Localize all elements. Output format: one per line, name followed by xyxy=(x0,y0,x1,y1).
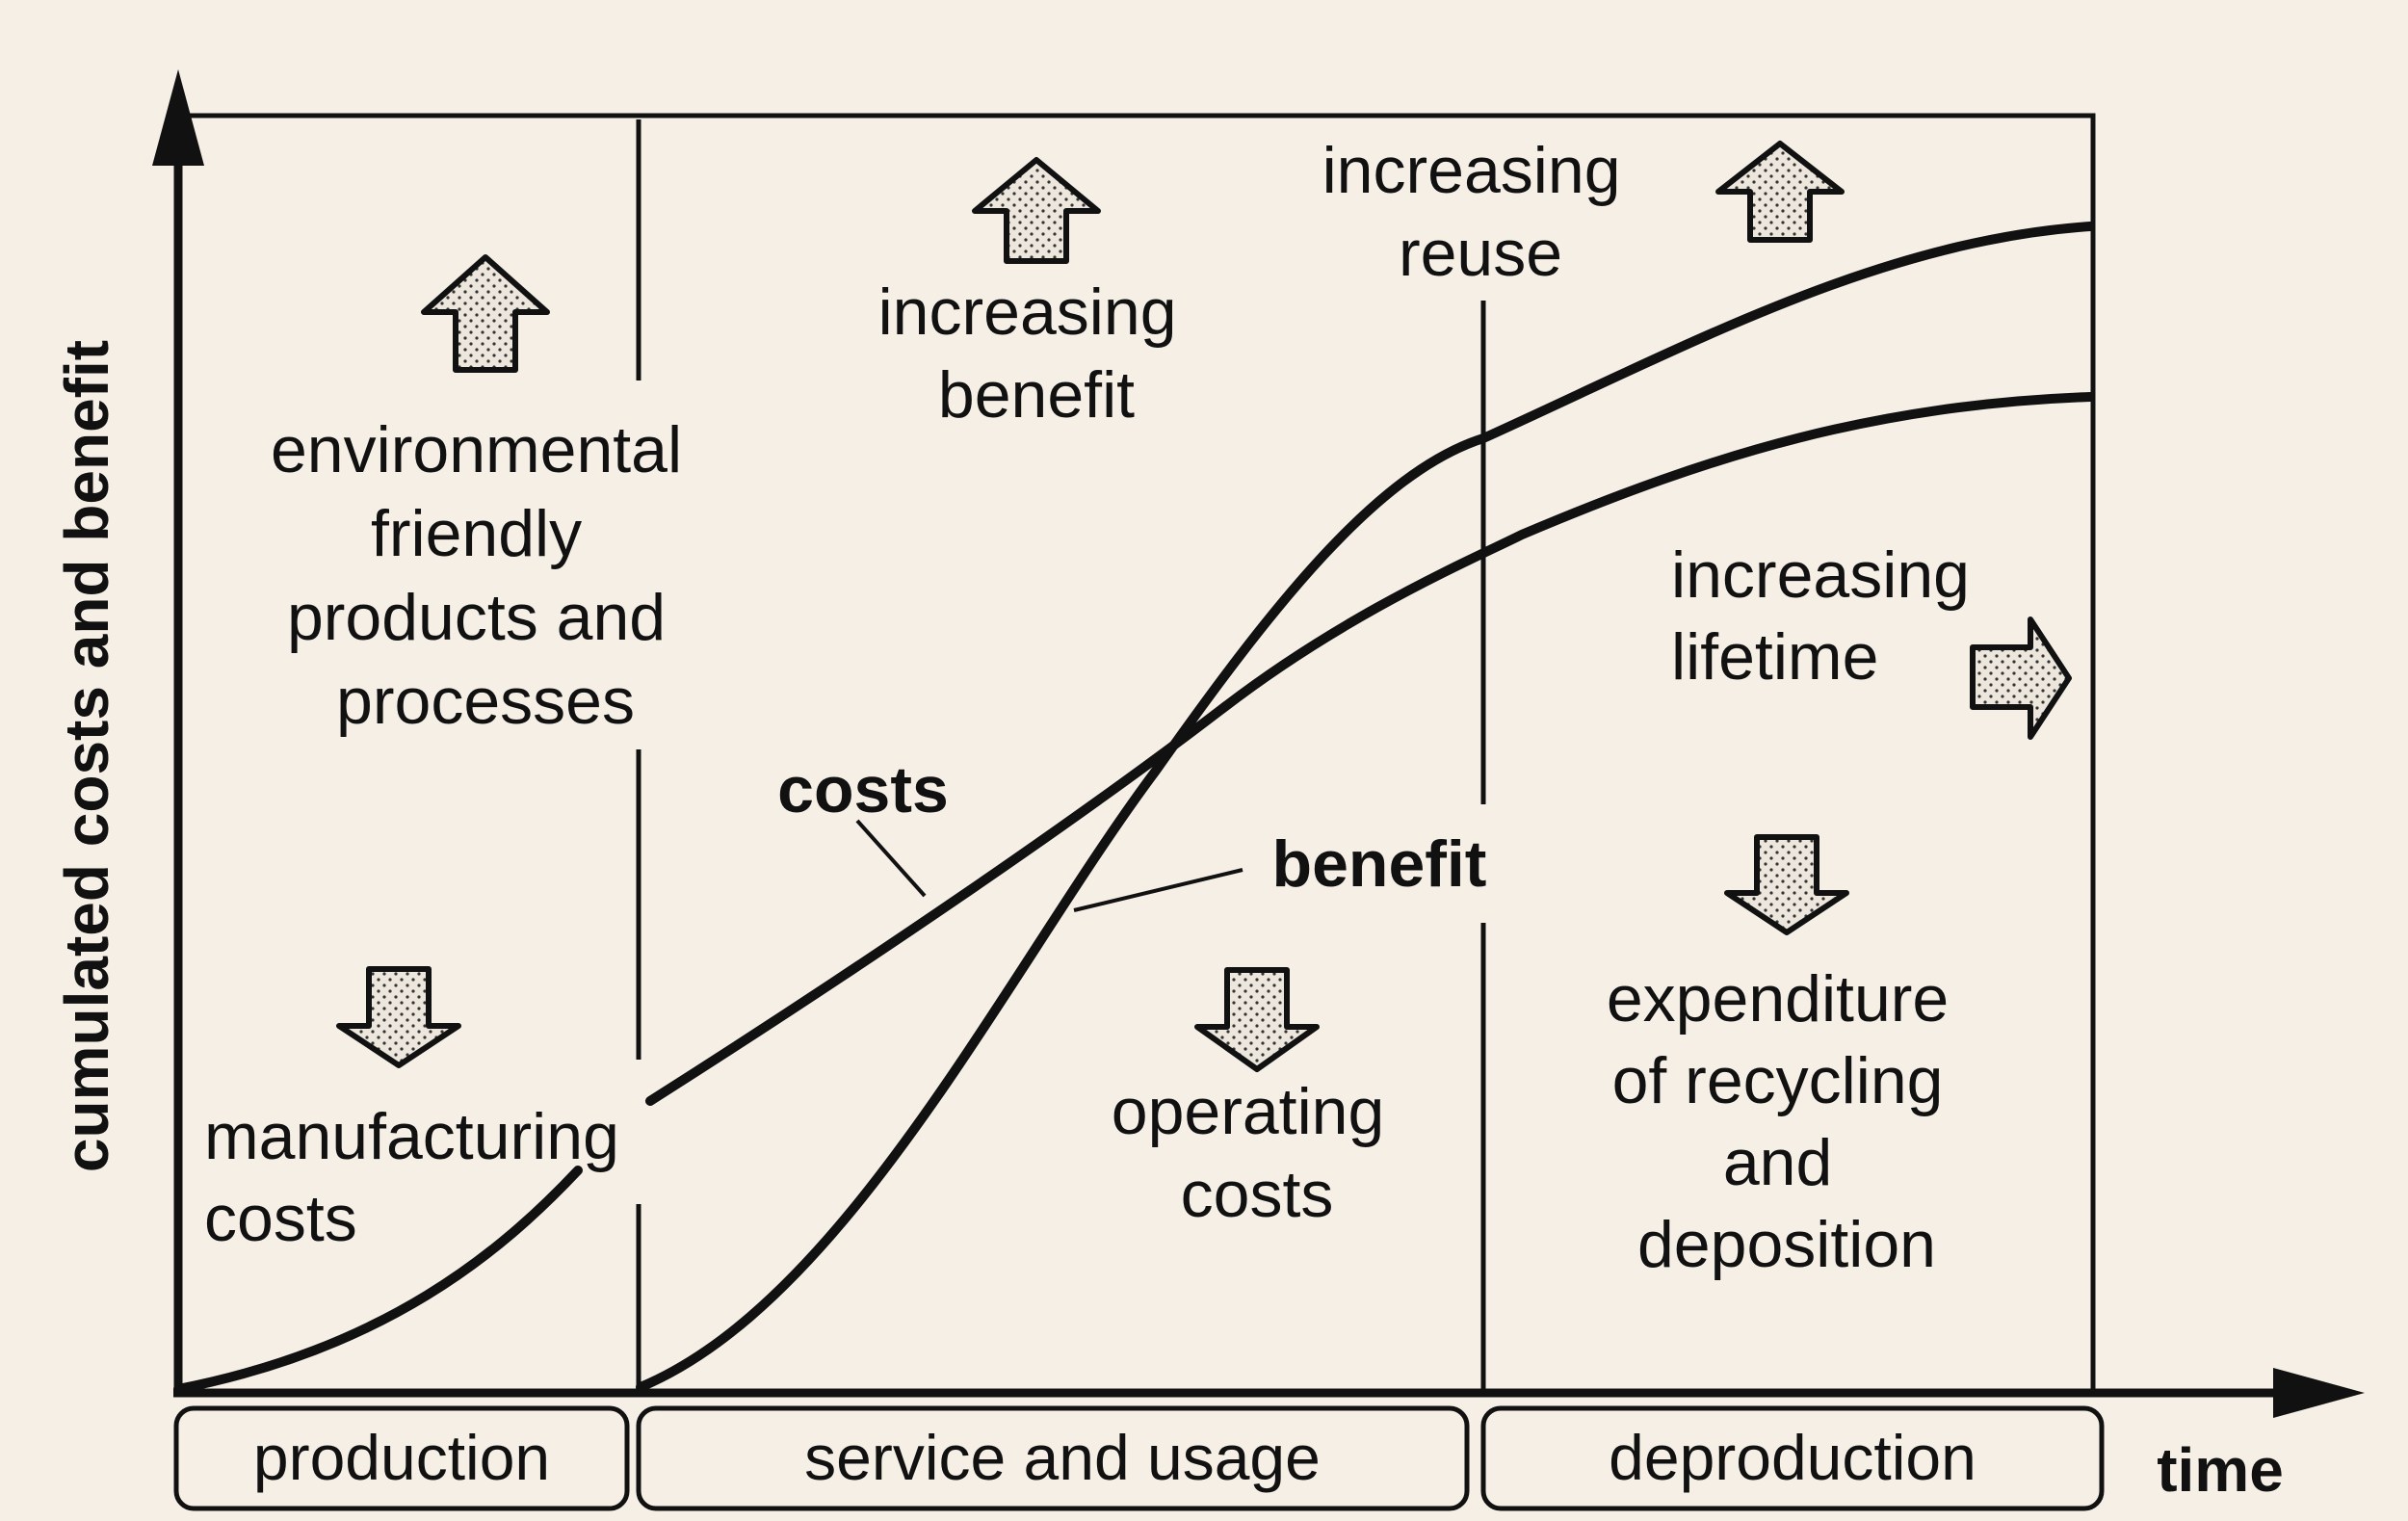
manufacturing-annotation: manufacturing costs xyxy=(204,1100,638,1255)
recycling-line: expenditure xyxy=(1607,962,1949,1036)
right-arrow-icon xyxy=(1970,616,2072,740)
down-arrow-icon xyxy=(1724,834,1849,935)
up-arrow-icon xyxy=(421,254,550,373)
environmental-line: environmental xyxy=(271,413,682,486)
operating-annotation: operating costs xyxy=(1112,1075,1402,1231)
increasing-benefit-line: increasing xyxy=(878,275,1177,349)
environmental-line: processes xyxy=(336,665,635,738)
recycling-line: of recycling xyxy=(1612,1044,1944,1117)
increasing-reuse-line: increasing xyxy=(1322,134,1621,207)
operating-line: operating xyxy=(1112,1075,1385,1148)
y-axis-arrowhead xyxy=(152,69,204,166)
recycling-line: and xyxy=(1723,1126,1832,1199)
increasing-lifetime-line: lifetime xyxy=(1671,620,1878,694)
environmental-annotation: environmental friendly products and proc… xyxy=(271,413,700,738)
costs-curve xyxy=(173,392,2095,1394)
increasing-benefit-annotation: increasing benefit xyxy=(878,275,1195,432)
x-axis-label: time xyxy=(2157,1435,2284,1505)
phase-label-production: production xyxy=(253,1422,550,1493)
environmental-line: friendly xyxy=(371,497,582,570)
y-axis-label: cumulated costs and benefit xyxy=(52,340,121,1172)
phase-label-deproduction: deproduction xyxy=(1609,1422,1976,1493)
recycling-annotation: expenditure of recycling and deposition xyxy=(1607,962,1967,1281)
increasing-lifetime-annotation: increasing lifetime xyxy=(1671,538,1988,694)
phase-box-service xyxy=(636,1405,1470,1511)
phase-box-deproduction xyxy=(1480,1405,2105,1511)
operating-line: costs xyxy=(1181,1158,1334,1231)
increasing-benefit-line: benefit xyxy=(938,358,1135,432)
environmental-line: products and xyxy=(287,581,666,654)
up-arrow-icon xyxy=(972,157,1101,264)
phase-label-service: service and usage xyxy=(804,1422,1321,1493)
down-arrow-icon xyxy=(336,966,461,1068)
increasing-reuse-line: reuse xyxy=(1399,217,1562,290)
increasing-lifetime-line: increasing xyxy=(1671,538,1970,612)
down-arrow-icon xyxy=(1194,967,1320,1072)
recycling-line: deposition xyxy=(1637,1208,1936,1281)
phase-box-production xyxy=(173,1405,630,1511)
x-axis-arrowhead xyxy=(2273,1368,2365,1418)
up-arrow-icon xyxy=(1715,141,1845,243)
increasing-reuse-annotation: increasing reuse xyxy=(1322,134,1639,290)
manufacturing-line: costs xyxy=(204,1182,357,1255)
manufacturing-line: manufacturing xyxy=(204,1100,619,1173)
benefit-leader xyxy=(1073,868,1243,912)
benefit-label: benefit xyxy=(1272,827,1487,901)
costs-leader xyxy=(855,819,927,898)
benefit-curve xyxy=(636,222,2095,1392)
costs-label: costs xyxy=(777,753,949,826)
